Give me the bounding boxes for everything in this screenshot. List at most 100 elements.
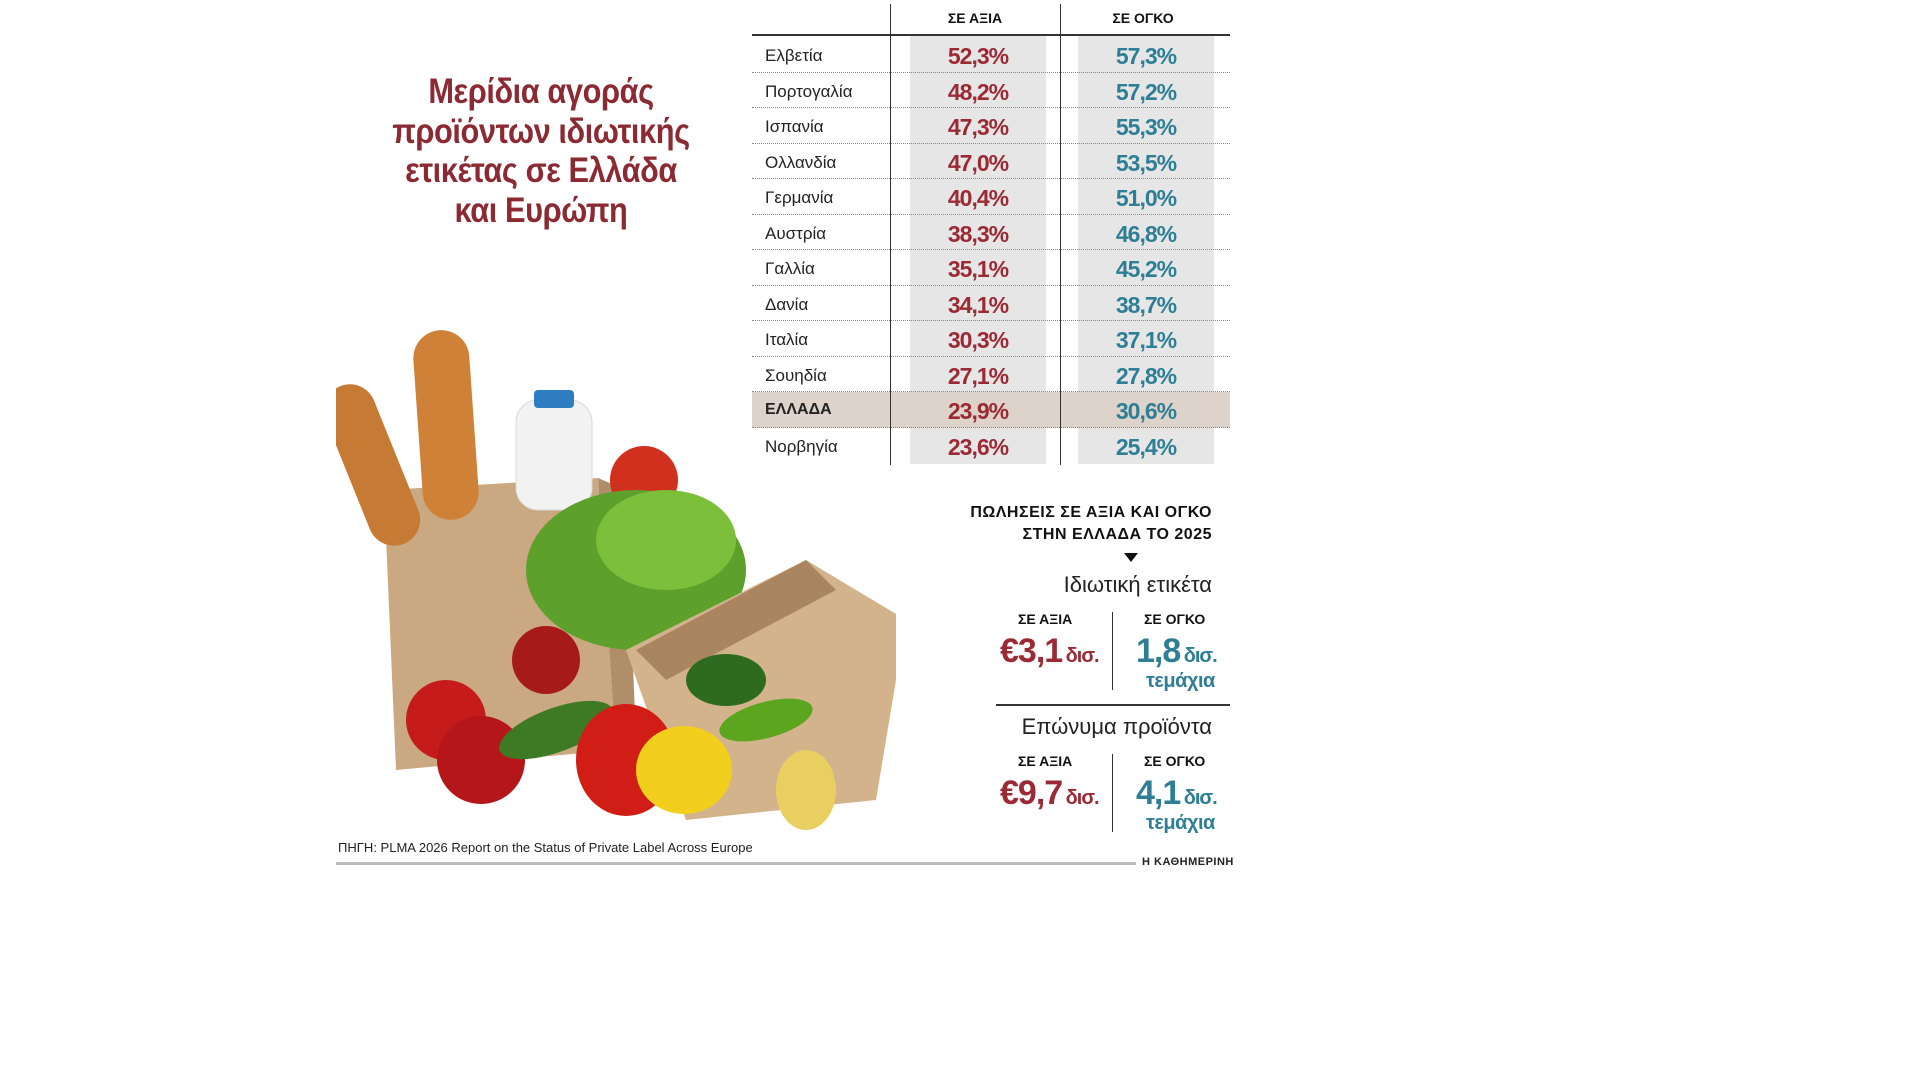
corn — [776, 750, 836, 830]
row-separator — [752, 249, 1230, 250]
volume-share: 37,1% — [1115, 327, 1177, 353]
section-divider — [996, 704, 1230, 706]
row-separator — [752, 213, 1230, 215]
table-row: Ελβετία 52,3% 57,3% — [752, 37, 1230, 73]
column-divider — [890, 4, 891, 465]
title-line: προϊόντων ιδιωτικής — [392, 111, 690, 151]
volume-share: 53,5% — [1115, 149, 1177, 176]
private-volume-unit: τεμάχια — [1146, 670, 1215, 692]
country-name: Ιταλία — [765, 330, 809, 349]
volume-share: 55,3% — [1115, 114, 1177, 140]
row-separator — [752, 71, 1230, 73]
column-header-value: ΣΕ ΑΞΙΑ — [947, 10, 1003, 26]
country-name: Αυστρία — [765, 223, 827, 243]
volume-share: 46,8% — [1115, 220, 1177, 247]
sales-heading-line: ΣΤΗΝ ΕΛΛΑΔΑ ΤΟ 2025 — [1022, 526, 1212, 543]
country-name: Νορβηγία — [765, 436, 838, 456]
apple-3 — [512, 626, 580, 694]
green-pepper — [719, 698, 813, 742]
volume-share: 30,6% — [1115, 398, 1177, 424]
table-row: Γαλλία 35,1% 45,2% — [752, 250, 1230, 286]
sales-heading-line: ΠΩΛΗΣΕΙΣ ΣΕ ΑΞΙΑ ΚΑΙ ΟΓΚΟ — [970, 504, 1212, 521]
amount-number: 4,1 — [1136, 774, 1181, 812]
country-name: Πορτογαλία — [765, 81, 853, 101]
country-name: Γερμανία — [765, 188, 834, 207]
market-share-table: ΣΕ ΑΞΙΑ ΣΕ ΟΓΚΟ Ελβετία 52,3% 57,3% Πορτογα… — [752, 0, 1230, 466]
brands-volume-unit: τεμάχια — [1146, 812, 1215, 834]
volume-share: 57,2% — [1115, 78, 1177, 105]
brands-heading: Επώνυμα προϊόντα — [1021, 714, 1212, 739]
volume-share: 57,3% — [1115, 43, 1177, 69]
value-share: 40,4% — [947, 185, 1009, 211]
footer-rule — [336, 862, 1136, 865]
table-row: Νορβηγία 23,6% 25,4% — [752, 428, 1230, 464]
table-row: Ισπανία 47,3% 55,3% — [752, 108, 1230, 144]
title-line: Μερίδια αγοράς — [428, 72, 654, 111]
row-separator — [752, 320, 1230, 321]
value-share: 47,0% — [947, 149, 1009, 176]
private-volume-amount: 1,8 δισ. — [1136, 632, 1218, 671]
panel-divider — [1112, 754, 1113, 832]
column-header-volume: ΣΕ ΟΓΚΟ — [1112, 10, 1174, 26]
country-name: Δανία — [765, 294, 809, 314]
amount-unit: δισ. — [1065, 645, 1100, 667]
zucchini — [686, 654, 766, 706]
table-row: Δανία 34,1% 38,7% — [752, 286, 1230, 321]
page-title: Μερίδια αγοράς προϊόντων ιδιωτικής ετικέ… — [382, 72, 701, 230]
value-share: 27,1% — [947, 362, 1009, 389]
row-separator — [752, 284, 1230, 286]
value-share: 47,3% — [947, 114, 1009, 140]
panel-divider — [1112, 612, 1113, 690]
volume-share: 51,0% — [1115, 185, 1177, 211]
row-separator — [752, 355, 1230, 357]
table-row: Πορτογαλία 48,2% 57,2% — [752, 73, 1230, 108]
private-value-amount: €3,1 δισ. — [1000, 632, 1100, 671]
amount-unit: δισ. — [1183, 645, 1218, 667]
brands-value-label: ΣΕ ΑΞΙΑ — [1018, 753, 1073, 769]
triangle-down-icon — [1124, 553, 1138, 562]
table-row: Ολλανδία 47,0% 53,5% — [752, 144, 1230, 179]
lemon — [636, 726, 732, 814]
header-divider — [752, 34, 1230, 36]
grocery-bags-illustration — [336, 330, 896, 830]
value-share: 23,6% — [947, 433, 1009, 460]
table-row: Σουηδία 27,1% 27,8% — [752, 357, 1230, 392]
amount-number: €3,1 — [1000, 632, 1063, 670]
cucumber — [499, 700, 613, 760]
table-row: Αυστρία 38,3% 46,8% — [752, 215, 1230, 250]
row-separator — [752, 178, 1230, 179]
private-value-label: ΣΕ ΑΞΙΑ — [1018, 611, 1073, 627]
value-share: 48,2% — [947, 78, 1009, 105]
volume-share: 45,2% — [1115, 256, 1177, 282]
value-share: 38,3% — [947, 220, 1009, 247]
brands-volume-label: ΣΕ ΟΓΚΟ — [1144, 753, 1206, 769]
source-note: ΠΗΓΗ: PLMA 2026 Report on the Status of … — [338, 840, 753, 855]
title-line: ετικέτας σε Ελλάδα — [405, 151, 677, 191]
country-name: Ολλανδία — [765, 152, 837, 172]
volume-share: 25,4% — [1115, 433, 1177, 460]
amount-unit: δισ. — [1065, 787, 1100, 809]
country-name: Ισπανία — [765, 117, 824, 136]
publisher-brand: Η ΚΑΘΗΜΕΡΙΝΗ — [1142, 856, 1234, 868]
baguette-1 — [336, 384, 421, 546]
private-volume-label: ΣΕ ΟΓΚΟ — [1144, 611, 1206, 627]
value-share: 52,3% — [947, 43, 1009, 69]
sales-heading: ΠΩΛΗΣΕΙΣ ΣΕ ΑΞΙΑ ΚΑΙ ΟΓΚΟ ΣΤΗΝ ΕΛΛΑΔΑ ΤΟ… — [930, 502, 1212, 546]
table-row: Ιταλία 30,3% 37,1% — [752, 321, 1230, 357]
row-separator — [752, 391, 1230, 392]
table-row: Γερμανία 40,4% 51,0% — [752, 179, 1230, 215]
row-separator — [752, 142, 1230, 144]
amount-number: 1,8 — [1136, 632, 1181, 670]
amount-number: €9,7 — [1000, 774, 1063, 812]
value-share: 34,1% — [947, 291, 1009, 318]
title-line: και Ευρώπη — [454, 190, 628, 230]
row-separator — [752, 426, 1230, 428]
brands-value-amount: €9,7 δισ. — [1000, 774, 1100, 813]
value-share: 30,3% — [947, 327, 1009, 353]
brands-volume-amount: 4,1 δισ. — [1136, 774, 1218, 813]
baguette-2 — [413, 330, 479, 520]
country-name: Σουηδία — [765, 365, 827, 385]
volume-share: 38,7% — [1115, 291, 1177, 318]
volume-share: 27,8% — [1115, 362, 1177, 389]
column-divider — [1060, 4, 1061, 465]
